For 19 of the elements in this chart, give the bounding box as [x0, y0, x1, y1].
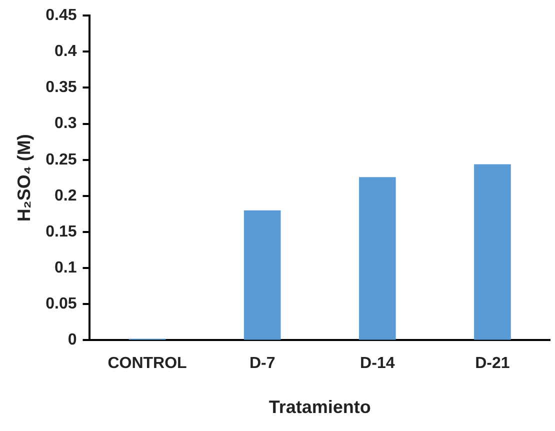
- x-axis-title: Tratamiento: [268, 397, 371, 418]
- y-tick-label: 0.3: [54, 115, 77, 132]
- y-tick-label: 0.05: [46, 296, 77, 313]
- y-tick-label: 0.2: [54, 187, 77, 204]
- y-tick-label: 0.1: [54, 259, 77, 276]
- bar: [474, 164, 511, 340]
- y-tick-label: 0.15: [46, 223, 77, 240]
- y-tick-label: 0: [68, 332, 77, 349]
- y-axis-title: H₂SO₄ (M): [14, 134, 34, 222]
- y-tick-label: 0.4: [54, 43, 77, 60]
- y-tick-label: 0.45: [46, 7, 77, 24]
- x-tick-label: D-14: [360, 355, 395, 372]
- x-tick-label: D-7: [249, 355, 276, 372]
- bar: [358, 177, 396, 340]
- x-tick-label: D-21: [475, 355, 510, 372]
- x-tick-label: CONTROL: [108, 355, 188, 372]
- y-tick-label: 0.25: [46, 151, 77, 168]
- bar: [244, 210, 281, 340]
- y-tick-label: 0.35: [46, 79, 77, 96]
